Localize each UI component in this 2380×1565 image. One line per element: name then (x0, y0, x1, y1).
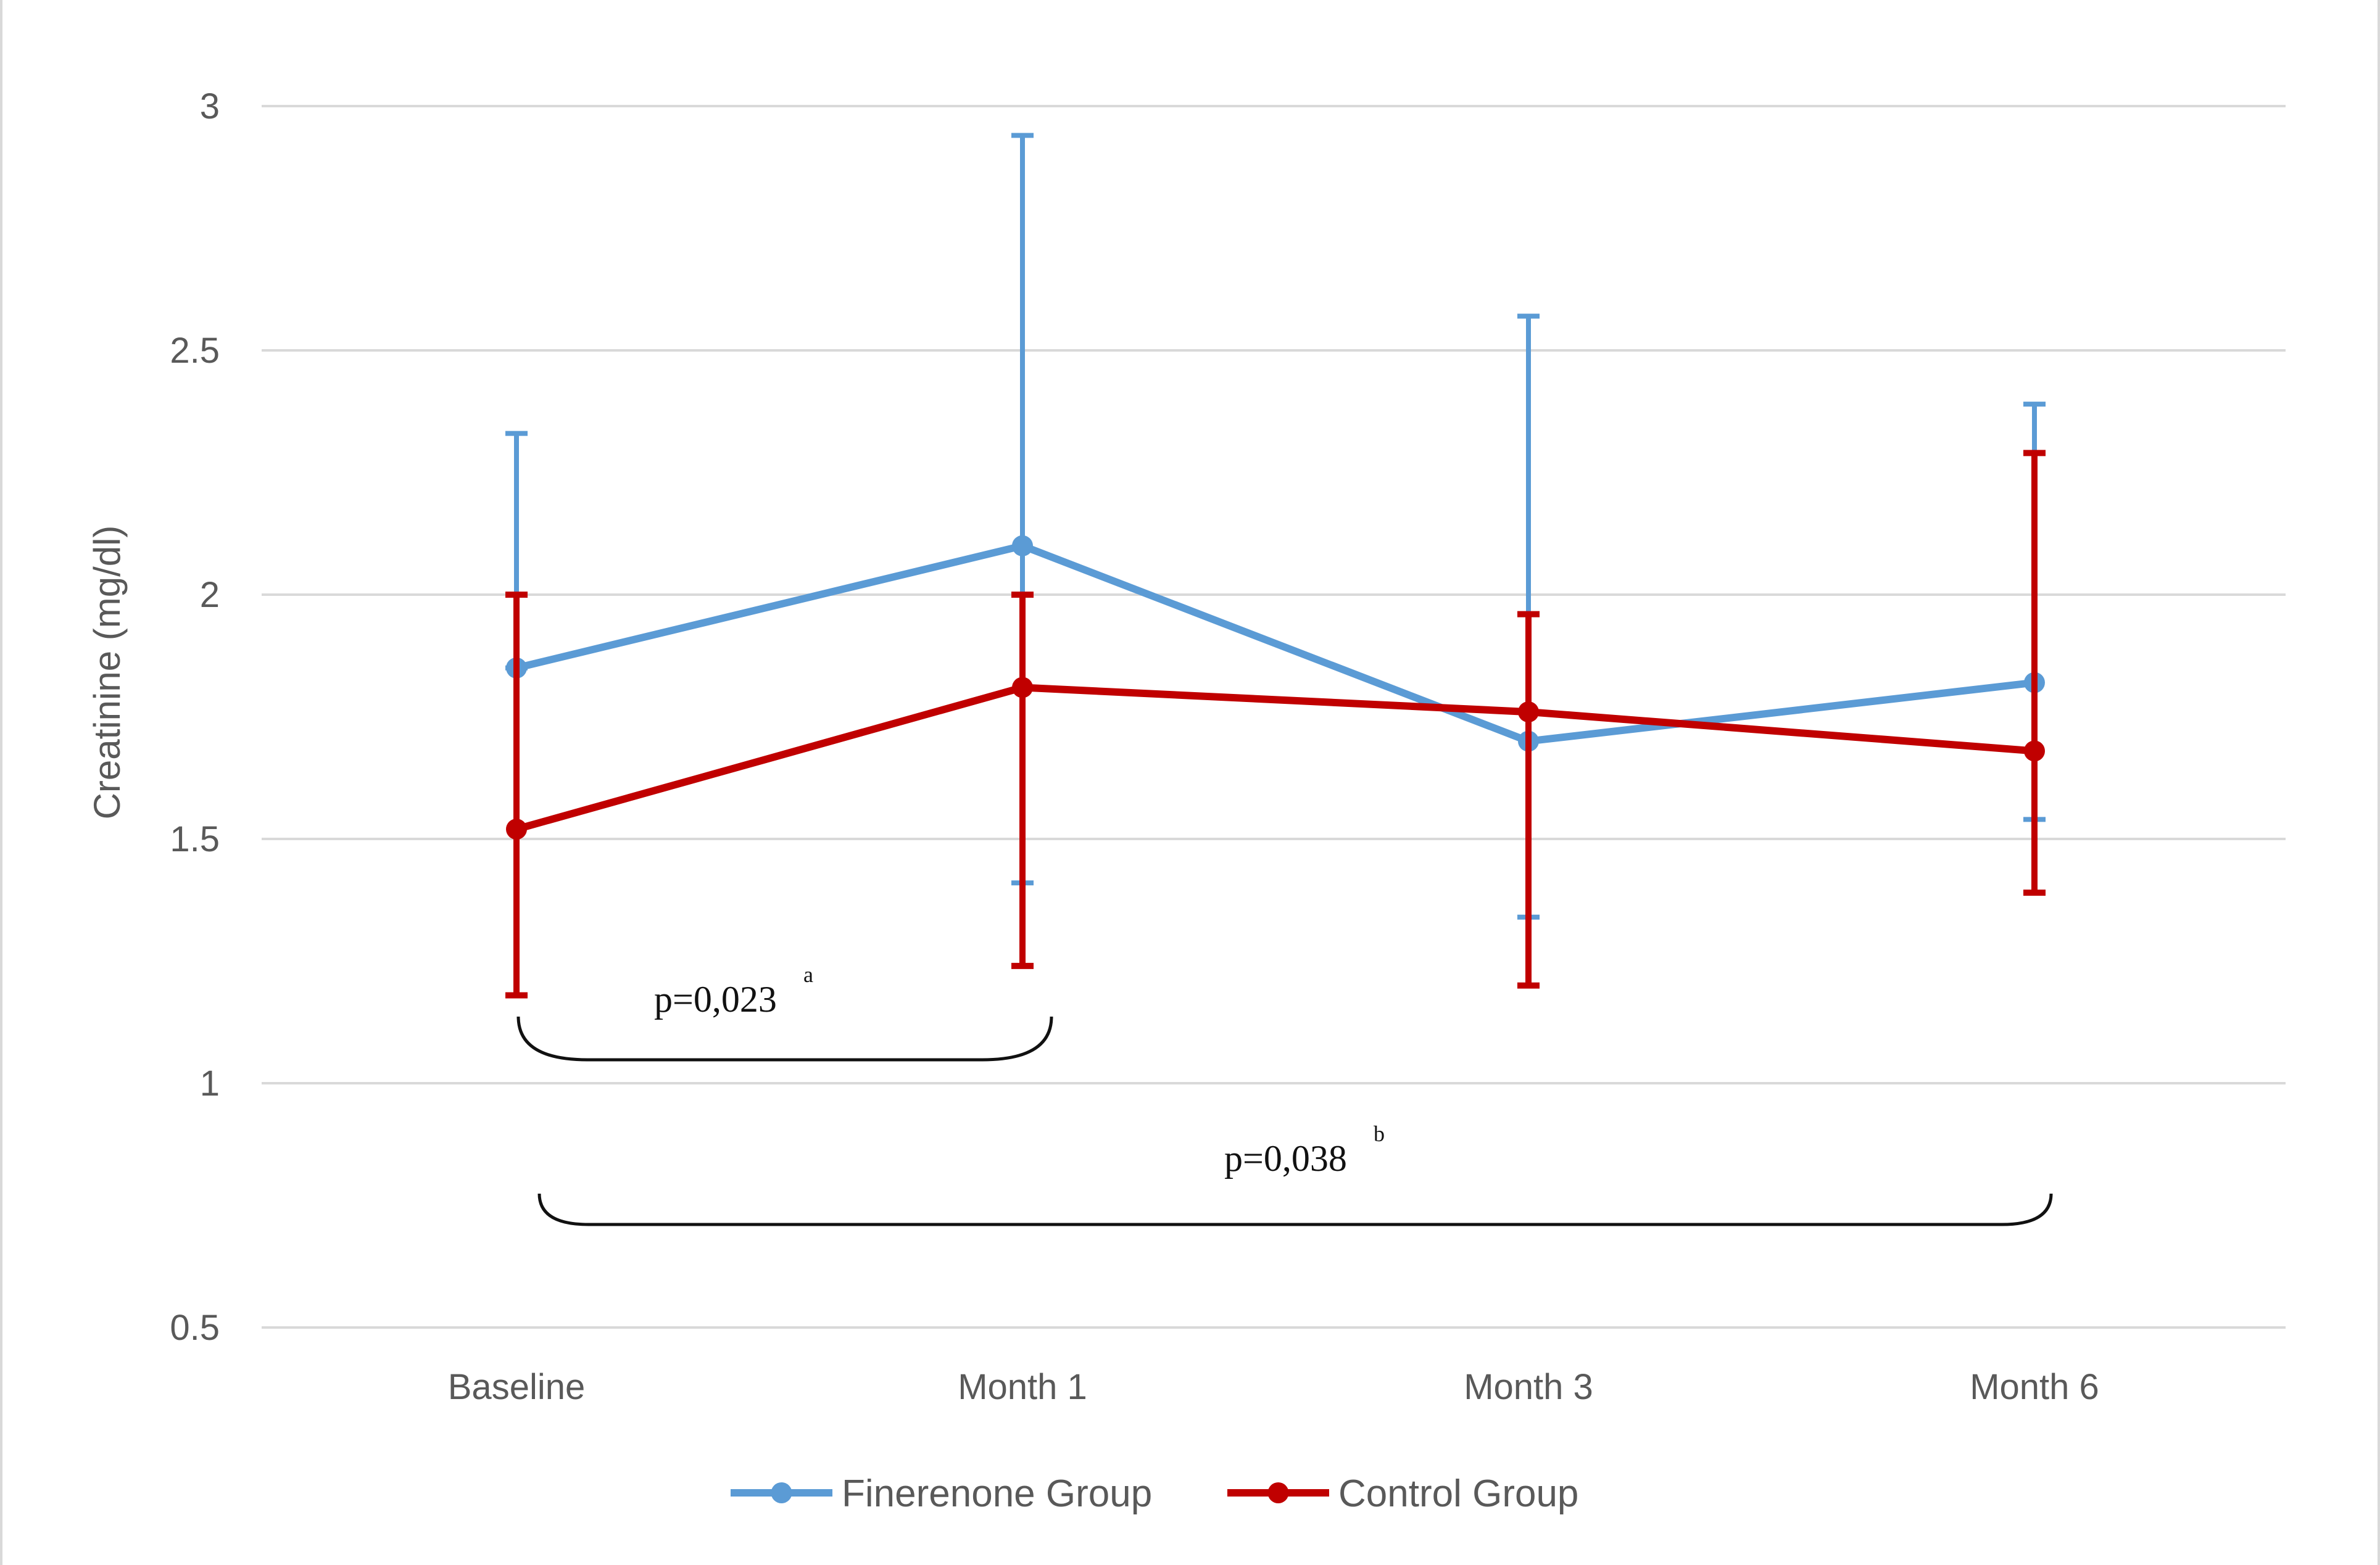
series-finerenone (505, 133, 2046, 920)
y-tick-label: 2.5 (170, 331, 220, 371)
legend-marker (771, 1482, 792, 1503)
bracket-baseline-month6 (537, 1193, 2053, 1226)
x-tick-label: Baseline (448, 1367, 585, 1407)
y-tick-label: 3 (200, 86, 220, 126)
p-value-superscript: b (1374, 1121, 1385, 1146)
legend-item: Control Group (1227, 1472, 1578, 1515)
x-tick-label: Month 6 (1970, 1367, 2099, 1407)
gridlines (262, 105, 2286, 1329)
y-tick-label: 1 (200, 1063, 220, 1104)
p-value-label: p=0,023 (654, 979, 777, 1020)
data-point (2024, 740, 2045, 762)
bracket-baseline-month1 (516, 1016, 1053, 1062)
significance-annotations: p=0,023 a p=0,038 b (516, 962, 2053, 1226)
y-axis-ticks: 0.5 1 1.5 2 2.5 3 (170, 86, 220, 1348)
data-series (505, 133, 2046, 999)
p-value-superscript: a (803, 962, 813, 987)
legend-label: Control Group (1338, 1472, 1578, 1515)
x-axis-ticks: Baseline Month 1 Month 3 Month 6 (448, 1367, 2099, 1407)
x-tick-label: Month 3 (1464, 1367, 1593, 1407)
series-line (515, 683, 2035, 833)
data-point (506, 819, 527, 840)
y-tick-label: 1.5 (170, 819, 220, 859)
legend-label: Finerenone Group (842, 1472, 1152, 1515)
x-tick-label: Month 1 (958, 1367, 1087, 1407)
data-point (1518, 701, 1539, 723)
y-tick-label: 0.5 (170, 1308, 220, 1348)
legend-marker (1267, 1482, 1289, 1503)
legend-item: Finerenone Group (731, 1472, 1152, 1515)
p-value-label: p=0,038 (1224, 1138, 1347, 1179)
legend: Finerenone Group Control Group (731, 1472, 1578, 1515)
series-control (505, 450, 2046, 999)
series-line (515, 542, 2035, 745)
y-axis-title: Creatinine (mg/dl) (86, 526, 128, 820)
data-point (1012, 535, 1033, 556)
y-tick-label: 2 (200, 575, 220, 615)
data-point (1012, 677, 1033, 698)
